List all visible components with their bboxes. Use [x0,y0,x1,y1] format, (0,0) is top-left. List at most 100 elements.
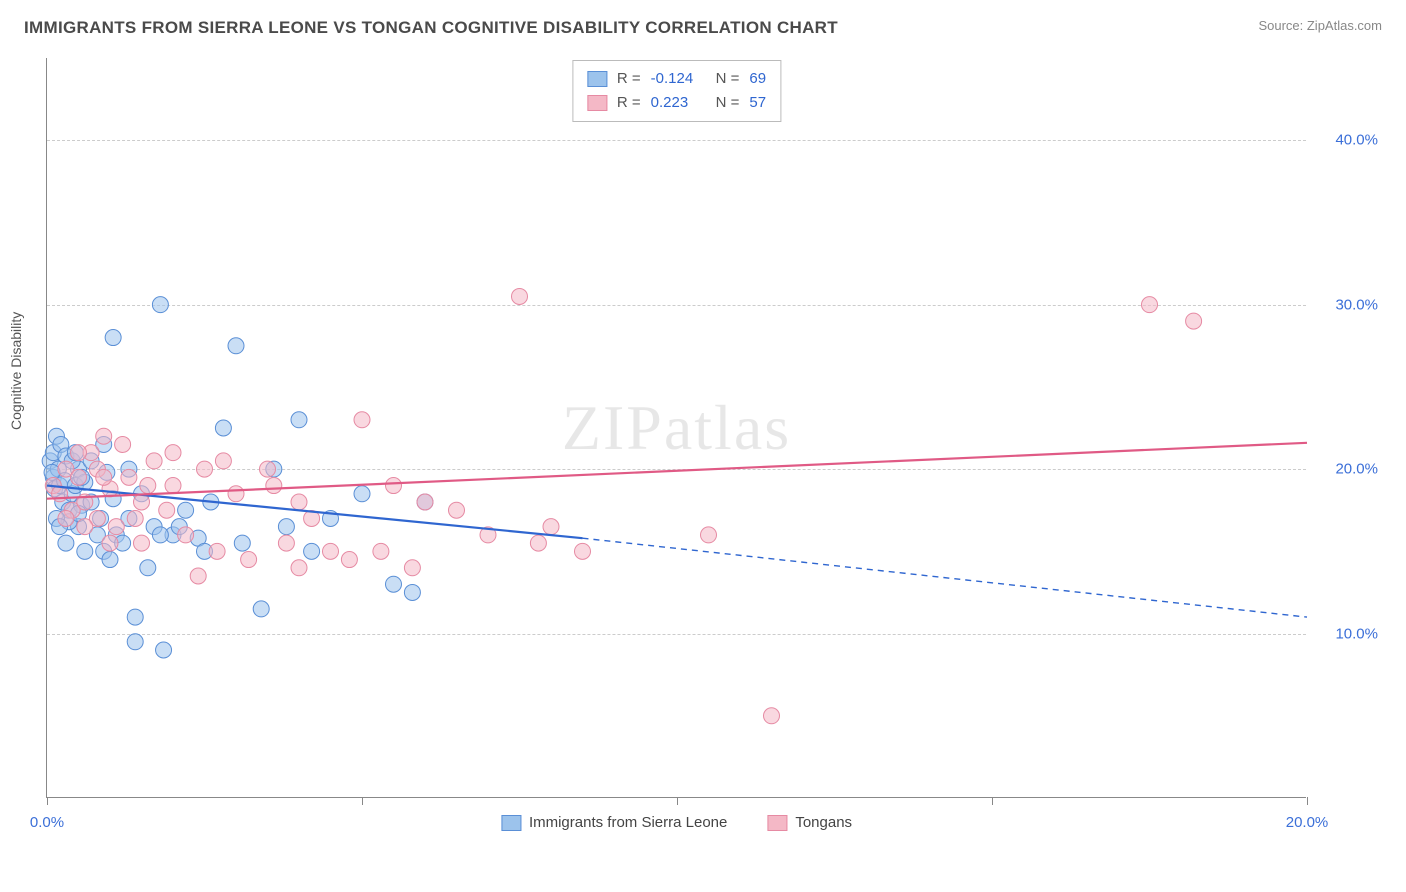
data-point [140,560,156,576]
data-point [152,527,168,543]
source-attribution: Source: ZipAtlas.com [1258,18,1382,33]
legend-r-value: -0.124 [651,67,706,91]
data-point [266,478,282,494]
data-point [108,519,124,535]
data-point [152,297,168,313]
data-point [71,445,87,461]
data-point [291,412,307,428]
data-point [241,552,257,568]
legend-n-value: 69 [749,67,766,91]
data-point [209,543,225,559]
data-point [354,486,370,502]
source-name: ZipAtlas.com [1307,18,1382,33]
legend-r-label: R = [617,91,641,115]
data-point [165,478,181,494]
legend-series-label: Tongans [795,814,852,831]
legend-series-label: Immigrants from Sierra Leone [529,814,727,831]
data-point [215,453,231,469]
data-point [575,543,591,559]
data-point [404,584,420,600]
data-point [386,478,402,494]
legend-n-label: N = [716,91,740,115]
scatter-plot-svg [47,58,1306,797]
correlation-legend: R = -0.124 N = 69 R = 0.223 N = 57 [572,60,781,122]
y-tick-label: 40.0% [1335,132,1378,149]
data-point [165,445,181,461]
y-tick-label: 10.0% [1335,625,1378,642]
trend-line [47,443,1307,499]
data-point [134,535,150,551]
legend-n-label: N = [716,67,740,91]
data-point [115,436,131,452]
data-point [512,288,528,304]
data-point [127,634,143,650]
x-tick [362,797,363,805]
data-point [291,560,307,576]
data-point [77,519,93,535]
data-point [341,552,357,568]
y-axis-label: Cognitive Disability [8,312,24,430]
data-point [291,494,307,510]
x-tick-label: 0.0% [30,814,64,831]
data-point [373,543,389,559]
data-point [260,461,276,477]
data-point [215,420,231,436]
y-tick-label: 20.0% [1335,461,1378,478]
data-point [71,469,87,485]
legend-row: R = -0.124 N = 69 [587,67,766,91]
data-point [121,469,137,485]
data-point [386,576,402,592]
data-point [58,535,74,551]
data-point [764,708,780,724]
data-point [140,478,156,494]
data-point [146,453,162,469]
data-point [323,543,339,559]
legend-r-value: 0.223 [651,91,706,115]
data-point [96,469,112,485]
data-point [234,535,250,551]
data-point [530,535,546,551]
legend-swatch [587,71,607,87]
legend-series-item: Immigrants from Sierra Leone [501,814,727,831]
data-point [102,535,118,551]
series-legend: Immigrants from Sierra Leone Tongans [501,814,852,831]
data-point [417,494,433,510]
trend-line-extrapolated [583,538,1308,617]
data-point [304,543,320,559]
page-title: IMMIGRANTS FROM SIERRA LEONE VS TONGAN C… [24,18,838,38]
data-point [127,510,143,526]
data-point [354,412,370,428]
data-point [404,560,420,576]
data-point [178,502,194,518]
data-point [178,527,194,543]
data-point [278,535,294,551]
data-point [701,527,717,543]
source-prefix: Source: [1258,18,1306,33]
legend-swatch [587,95,607,111]
data-point [197,461,213,477]
data-point [96,428,112,444]
data-point [58,510,74,526]
x-tick [47,797,48,805]
legend-r-label: R = [617,67,641,91]
legend-n-value: 57 [749,91,766,115]
data-point [156,642,172,658]
data-point [102,552,118,568]
x-tick [677,797,678,805]
legend-series-item: Tongans [767,814,852,831]
data-point [159,502,175,518]
x-tick-label: 20.0% [1286,814,1329,831]
data-point [105,330,121,346]
data-point [77,543,93,559]
data-point [543,519,559,535]
data-point [190,568,206,584]
x-tick [1307,797,1308,805]
legend-row: R = 0.223 N = 57 [587,91,766,115]
data-point [1186,313,1202,329]
data-point [228,338,244,354]
data-point [449,502,465,518]
chart-plot-area: ZIPatlas 10.0%20.0%30.0%40.0% R =-0.124N… [46,58,1306,798]
data-point [278,519,294,535]
data-point [253,601,269,617]
data-point [228,486,244,502]
